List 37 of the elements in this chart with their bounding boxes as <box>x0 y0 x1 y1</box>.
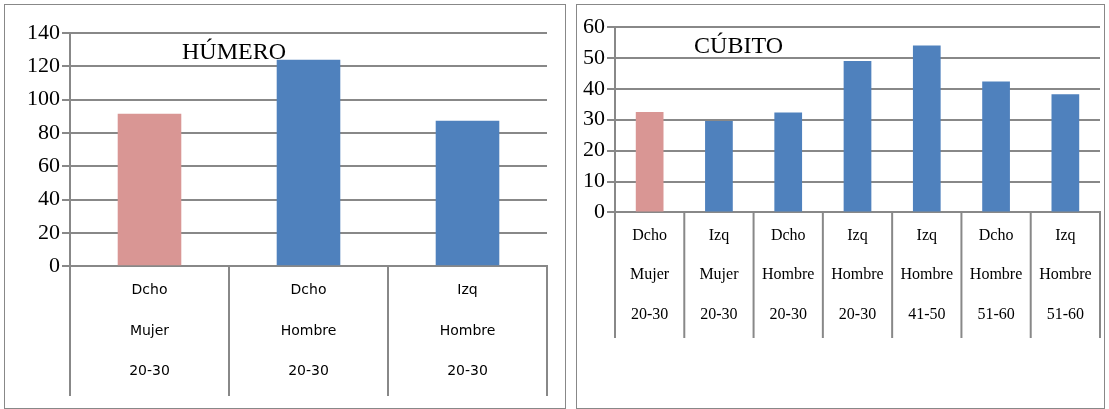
y-tick-label: 50 <box>583 43 605 69</box>
y-tick-label: 0 <box>49 251 60 277</box>
y-tick-label: 20 <box>583 136 605 162</box>
category-label: Dcho Mujer 20-30 <box>630 226 670 322</box>
y-tick-label: 60 <box>38 152 60 178</box>
bar <box>635 111 664 212</box>
category-label: Izq Hombre 51-60 <box>1039 226 1092 322</box>
bar <box>912 45 941 212</box>
y-tick-label: 10 <box>583 167 605 193</box>
category-label: Dcho Hombre 20-30 <box>762 226 815 322</box>
y-tick-label: 140 <box>27 18 60 44</box>
category-label: Izq Mujer 20-30 <box>699 226 739 322</box>
category-label: Dcho Hombre 51-60 <box>969 226 1023 322</box>
bar <box>276 59 341 266</box>
bar <box>117 113 182 266</box>
bar <box>1051 94 1080 212</box>
chart-title: HÚMERO <box>182 38 287 65</box>
category-label: Dcho Hombre 20-30 <box>280 281 337 379</box>
bar <box>774 112 803 212</box>
y-tick-label: 60 <box>583 12 605 38</box>
y-tick-label: 120 <box>27 52 60 78</box>
bar <box>435 120 500 266</box>
y-tick-label: 0 <box>594 198 605 224</box>
y-tick-label: 40 <box>583 74 605 100</box>
category-label: Izq Hombre 41-50 <box>900 226 953 322</box>
y-tick-label: 40 <box>38 185 60 211</box>
chart-title: CÚBITO <box>694 32 784 59</box>
bar <box>982 81 1010 212</box>
y-tick-label: 20 <box>38 218 60 244</box>
bar <box>843 60 872 212</box>
category-label: Izq Hombre 20-30 <box>831 226 884 322</box>
category-label: Dcho Mujer 20-30 <box>129 281 170 379</box>
category-label: Izq Hombre 20-30 <box>439 281 496 379</box>
y-tick-label: 100 <box>27 85 60 111</box>
bar <box>705 120 733 212</box>
y-tick-label: 80 <box>38 118 60 144</box>
y-tick-label: 30 <box>583 105 605 131</box>
